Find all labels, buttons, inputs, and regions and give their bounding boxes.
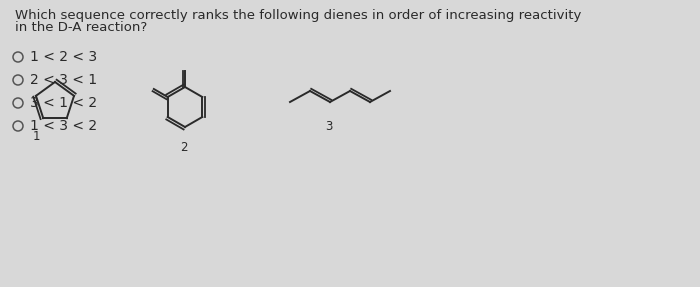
Text: in the D-A reaction?: in the D-A reaction? — [15, 21, 147, 34]
Text: 3: 3 — [325, 120, 332, 133]
Text: 1 < 2 < 3: 1 < 2 < 3 — [30, 50, 97, 64]
Text: 3 < 1 < 2: 3 < 1 < 2 — [30, 96, 97, 110]
Text: 2 < 3 < 1: 2 < 3 < 1 — [30, 73, 97, 87]
Text: Which sequence correctly ranks the following dienes in order of increasing react: Which sequence correctly ranks the follo… — [15, 9, 582, 22]
Text: 1: 1 — [33, 130, 41, 143]
Text: 2: 2 — [180, 141, 188, 154]
Text: 1 < 3 < 2: 1 < 3 < 2 — [30, 119, 97, 133]
